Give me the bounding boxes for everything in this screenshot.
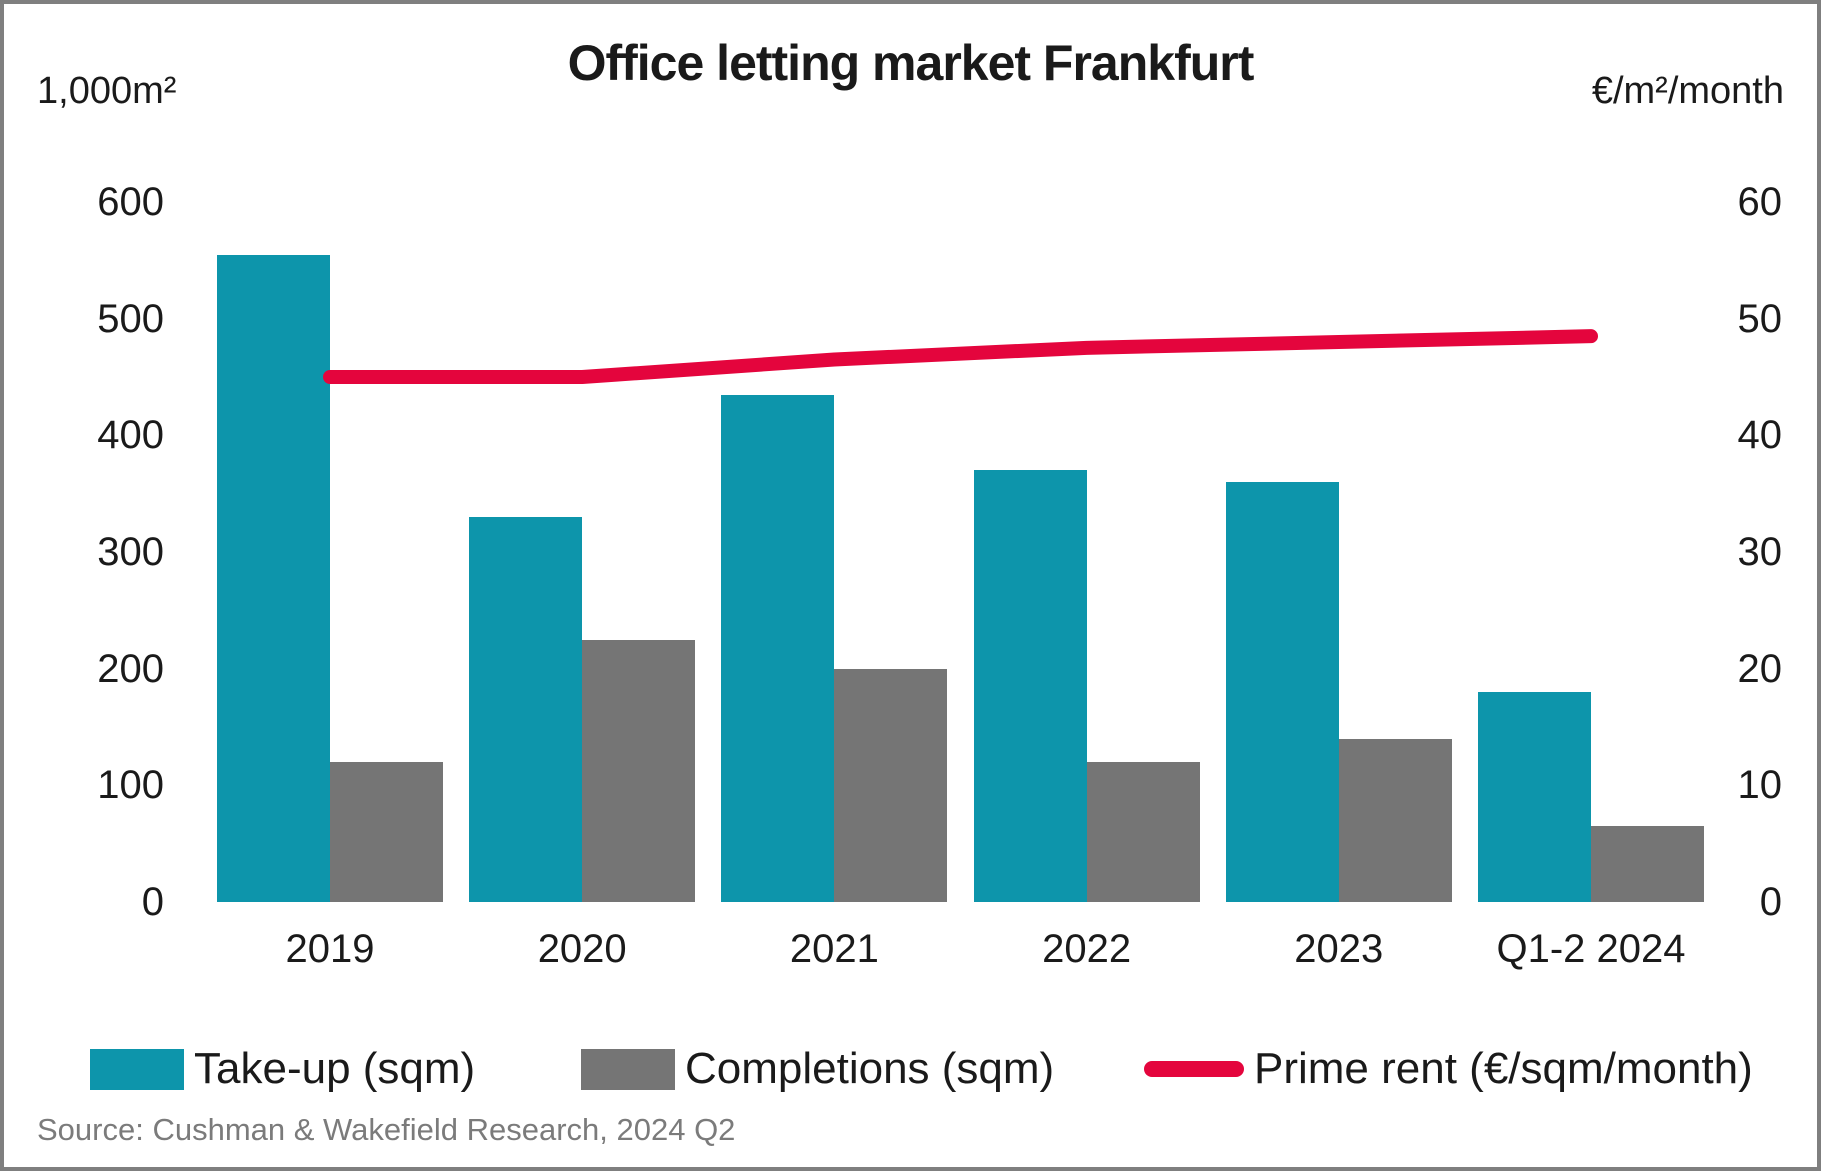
prime-rent-legend-label: Prime rent (€/sqm/month) [1254,1044,1753,1093]
prime-rent-swatch [1144,1061,1244,1077]
axis-tick-label: 0 [141,880,164,924]
completions-bar-Q1-2 2024 [1591,826,1704,902]
axis-tick-label: 30 [1737,530,1783,574]
axis-tick-label: 50 [1737,296,1783,341]
legend-item-take-up: Take-up (sqm) [90,1044,475,1094]
take-up-legend-label: Take-up (sqm) [194,1044,476,1093]
chart-title: Office letting market Frankfurt [567,35,1255,91]
completions-bar-2022 [1086,762,1200,902]
axis-tick-label: 600 [97,180,164,224]
prime-rent-line [323,329,1598,384]
axis-tick-label: 300 [97,530,164,574]
axis-tick-label: 400 [97,413,164,458]
axis-tick-label: 40 [1737,413,1783,458]
axis-tick-label: 200 [97,646,164,691]
take-up-bar-2023 [1225,482,1339,902]
completions-swatch [581,1048,675,1090]
x-axis-label-2021: 2021 [789,927,879,971]
legend-item-prime-rent: Prime rent (€/sqm/month) [1144,1044,1753,1094]
x-axis-label-Q1-2 2024: Q1-2 2024 [1496,927,1686,971]
legend-item-completions: Completions (sqm) [581,1044,1054,1094]
completions-bar-2021 [834,668,948,902]
take-up-bar-2022 [973,470,1087,902]
x-axis-label-2020: 2020 [537,927,627,971]
x-axis-label-2023: 2023 [1294,927,1384,971]
completions-bar-2020 [582,639,696,902]
right-axis-unit-label: €/m²/month [1591,70,1784,112]
completions-legend-label: Completions (sqm) [685,1044,1055,1093]
x-axis-label-2022: 2022 [1042,927,1132,971]
completions-bar-2019 [330,762,443,902]
take-up-bar-2020 [469,517,583,902]
take-up-bar-2019 [217,254,330,902]
take-up-bar-Q1-2 2024 [1478,692,1591,902]
axis-tick-label: 500 [97,296,164,341]
take-up-swatch [90,1048,184,1090]
axis-tick-label: 100 [97,763,164,808]
completions-bar-2023 [1338,738,1452,902]
axis-tick-label: 0 [1759,880,1782,924]
take-up-bar-2021 [721,394,835,902]
source-note: Source: Cushman & Wakefield Research, 20… [37,1112,736,1147]
left-axis-unit-label: 1,000m² [37,70,177,112]
x-axis-label-2019: 2019 [285,927,375,971]
axis-tick-label: 20 [1737,646,1783,691]
axis-tick-label: 10 [1737,763,1783,808]
axis-tick-label: 60 [1737,180,1783,224]
